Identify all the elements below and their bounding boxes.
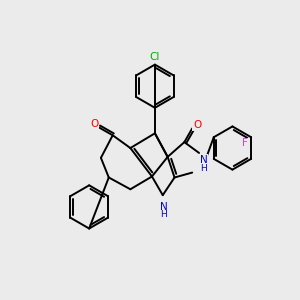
Text: H: H xyxy=(160,210,167,219)
Text: N: N xyxy=(200,155,208,165)
Text: H: H xyxy=(201,164,207,173)
Text: O: O xyxy=(90,119,98,130)
Text: F: F xyxy=(242,138,248,148)
Text: N: N xyxy=(160,202,168,212)
Text: Cl: Cl xyxy=(150,52,160,62)
Text: O: O xyxy=(193,121,201,130)
